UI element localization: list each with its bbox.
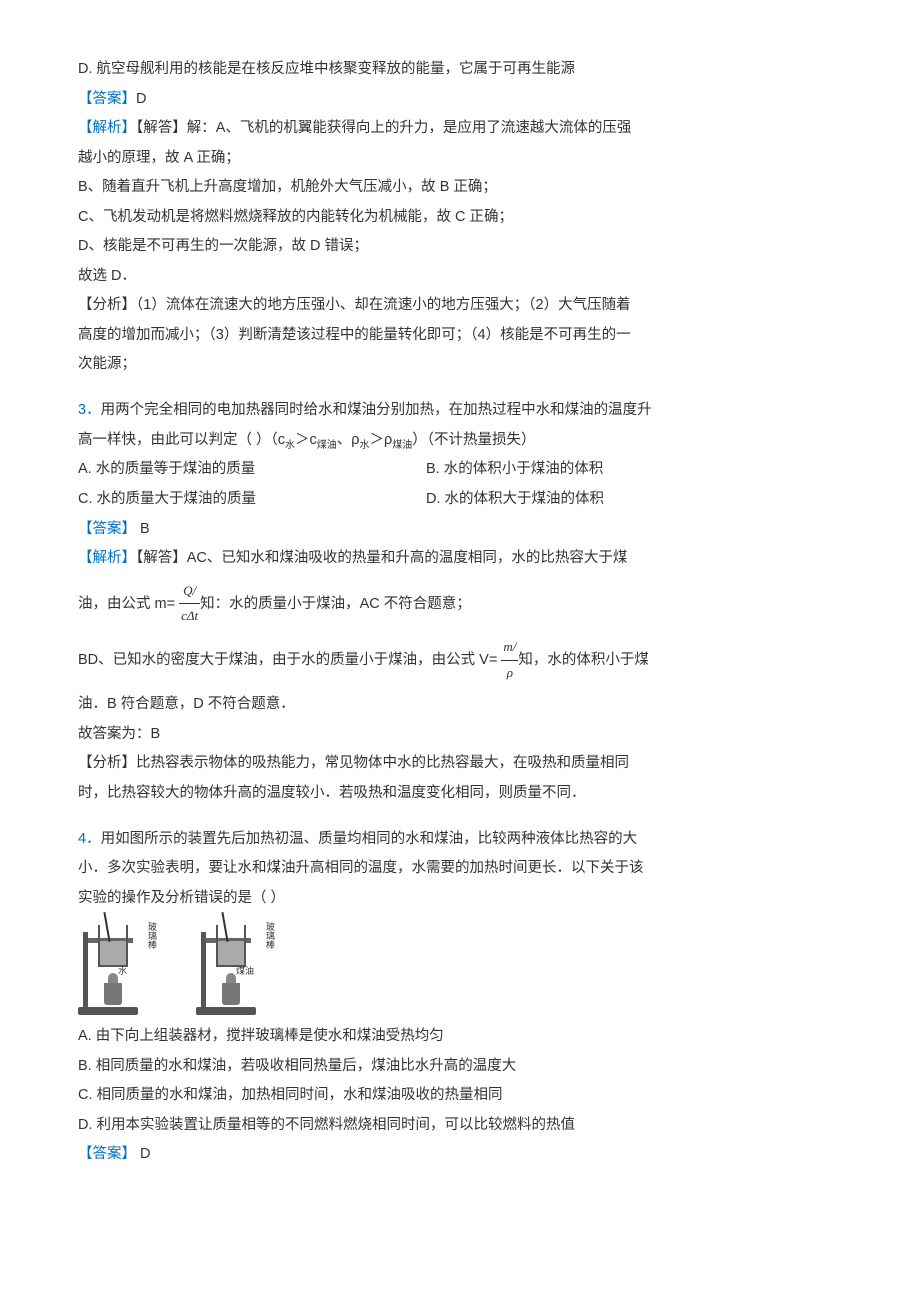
question-number: 4．: [78, 831, 101, 847]
burner: [222, 983, 240, 1005]
q3-analysis-line3: BD、已知水的密度大于煤油，由于水的质量小于煤油，由公式 V= m/ρ知，水的体…: [78, 635, 842, 685]
q4-stem-line2: 小．多次实验表明，要让水和煤油升高相同的温度，水需要的加热时间更长．以下关于该: [78, 855, 842, 883]
q3-analysis-line3c: 油．B 符合题意，D 不符合题意．: [78, 691, 842, 719]
formula2-denominator: ρ: [501, 661, 518, 686]
q2-answer: 【答案】D: [78, 86, 842, 114]
flame: [226, 973, 236, 983]
q3-analysis-formula-line: 油，由公式 m= Q/cΔt知：水的质量小于煤油，AC 不符合题意；: [78, 579, 842, 629]
beaker: [216, 925, 246, 967]
experiment-water-icon: 玻璃棒 水: [78, 920, 146, 1015]
q2-analysis-line3: C、飞机发动机是将燃料燃烧释放的内能转化为机械能，故 C 正确；: [78, 204, 842, 232]
stem-part-b: ＞c: [295, 432, 317, 448]
label-glass-rod2: 玻璃棒: [261, 922, 278, 949]
q3-analysis-line4: 故答案为：B: [78, 721, 842, 749]
experiment-images: 玻璃棒 水 玻璃棒 煤油: [78, 920, 842, 1015]
answer-value: B: [136, 521, 150, 537]
sub-oil: 煤油: [317, 439, 337, 450]
formula-posttext: 知：水的质量小于煤油，AC 不符合题意；: [200, 596, 471, 612]
analysis-label: 【解析】: [78, 120, 136, 136]
q3-option-b: B. 水的体积小于煤油的体积: [426, 456, 842, 484]
q2-fenxi-line3: 次能源；: [78, 351, 842, 379]
question-number: 3．: [78, 402, 101, 418]
sub-oil2: 煤油: [392, 439, 412, 450]
answer-label: 【答案】: [78, 1146, 136, 1162]
label-water: 水: [118, 963, 127, 980]
stem-part-a: 高一样快，由此可以判定（ ）（c: [78, 432, 285, 448]
beaker: [98, 925, 128, 967]
formula-denominator: cΔt: [179, 604, 200, 629]
q4-stem-line1: 4．用如图所示的装置先后加热初温、质量均相同的水和煤油，比较两种液体比热容的大: [78, 826, 842, 854]
sub-water: 水: [285, 439, 295, 450]
spacer: [78, 810, 842, 826]
q2-fenxi-line2: 高度的增加而减小；（3）判断清楚该过程中的能量转化即可；（4）核能是不可再生的一: [78, 322, 842, 350]
answer-value: D: [136, 1146, 151, 1162]
flame: [108, 973, 118, 983]
analysis-text: 【解答】AC、已知水和煤油吸收的热量和升高的温度相同，水的比热容大于煤: [136, 550, 627, 566]
q2-analysis-line5: 故选 D．: [78, 263, 842, 291]
line3-part-b: 知，水的体积小于煤: [518, 652, 649, 668]
sub-water2: 水: [360, 439, 370, 450]
q2-analysis-line1: 【解析】【解答】解：A、飞机的机翼能获得向上的升力，是应用了流速越大流体的压强: [78, 115, 842, 143]
q2-analysis-line2: B、随着直升飞机上升高度增加，机舱外大气压减小，故 B 正确；: [78, 174, 842, 202]
experiment-oil-icon: 玻璃棒 煤油: [196, 920, 264, 1015]
q4-answer: 【答案】 D: [78, 1141, 842, 1169]
spacer: [78, 381, 842, 397]
stem-part-c: 、ρ: [337, 432, 360, 448]
formula2-fraction: m/ρ: [501, 635, 518, 685]
stand-pole: [83, 932, 88, 1007]
analysis-text: 【解答】解：A、飞机的机翼能获得向上的升力，是应用了流速越大流体的压强: [136, 120, 631, 136]
q3-options-row2: C. 水的质量大于煤油的质量 D. 水的体积大于煤油的体积: [78, 486, 842, 516]
q4-option-d: D. 利用本实验装置让质量相等的不同燃料燃烧相同时间，可以比较燃料的热值: [78, 1112, 842, 1140]
q3-options-row1: A. 水的质量等于煤油的质量 B. 水的体积小于煤油的体积: [78, 456, 842, 486]
stem-text: 用如图所示的装置先后加热初温、质量均相同的水和煤油，比较两种液体比热容的大: [101, 831, 638, 847]
q4-option-a: A. 由下向上组装器材，搅拌玻璃棒是使水和煤油受热均匀: [78, 1023, 842, 1051]
q4-stem-line3: 实验的操作及分析错误的是（ ）: [78, 885, 842, 913]
q4-option-c: C. 相同质量的水和煤油，加热相同时间，水和煤油吸收的热量相同: [78, 1082, 842, 1110]
q3-stem-line2: 高一样快，由此可以判定（ ）（c水＞c煤油、ρ水＞ρ煤油）（不计热量损失）: [78, 427, 842, 455]
q3-analysis-line1: 【解析】【解答】AC、已知水和煤油吸收的热量和升高的温度相同，水的比热容大于煤: [78, 545, 842, 573]
line3-part-a: BD、已知水的密度大于煤油，由于水的质量小于煤油，由公式 V=: [78, 652, 501, 668]
formula-pretext: 油，由公式 m=: [78, 596, 179, 612]
label-oil: 煤油: [236, 963, 254, 980]
stand-pole: [201, 932, 206, 1007]
q2-option-d: D. 航空母舰利用的核能是在核反应堆中核聚变释放的能量，它属于可再生能源: [78, 56, 842, 84]
stem-part-d: ＞ρ: [370, 432, 393, 448]
stem-text: 用两个完全相同的电加热器同时给水和煤油分别加热，在加热过程中水和煤油的温度升: [101, 402, 652, 418]
q2-analysis-line1b: 越小的原理，故 A 正确；: [78, 145, 842, 173]
q3-option-d: D. 水的体积大于煤油的体积: [426, 486, 842, 514]
q3-option-a: A. 水的质量等于煤油的质量: [78, 456, 426, 484]
stand-base: [78, 1007, 138, 1015]
q3-option-c: C. 水的质量大于煤油的质量: [78, 486, 426, 514]
formula-fraction: Q/cΔt: [179, 579, 200, 629]
burner: [104, 983, 122, 1005]
q3-fenxi-line1: 【分析】比热容表示物体的吸热能力，常见物体中水的比热容最大，在吸热和质量相同: [78, 750, 842, 778]
label-glass-rod: 玻璃棒: [143, 922, 160, 949]
formula2-numerator: m/: [501, 635, 518, 661]
q2-fenxi-line1: 【分析】（1）流体在流速大的地方压强小、却在流速小的地方压强大；（2）大气压随着: [78, 292, 842, 320]
formula-numerator: Q/: [179, 579, 200, 605]
q3-fenxi-line2: 时，比热容较大的物体升高的温度较小．若吸热和温度变化相同，则质量不同．: [78, 780, 842, 808]
answer-value: D: [136, 91, 146, 107]
q2-analysis-line4: D、核能是不可再生的一次能源，故 D 错误；: [78, 233, 842, 261]
q3-answer: 【答案】 B: [78, 516, 842, 544]
stem-part-e: ）（不计热量损失）: [412, 432, 535, 448]
q4-option-b: B. 相同质量的水和煤油，若吸收相同热量后，煤油比水升高的温度大: [78, 1053, 842, 1081]
answer-label: 【答案】: [78, 91, 136, 107]
answer-label: 【答案】: [78, 521, 136, 537]
q3-stem-line1: 3．用两个完全相同的电加热器同时给水和煤油分别加热，在加热过程中水和煤油的温度升: [78, 397, 842, 425]
analysis-label: 【解析】: [78, 550, 136, 566]
stand-base: [196, 1007, 256, 1015]
